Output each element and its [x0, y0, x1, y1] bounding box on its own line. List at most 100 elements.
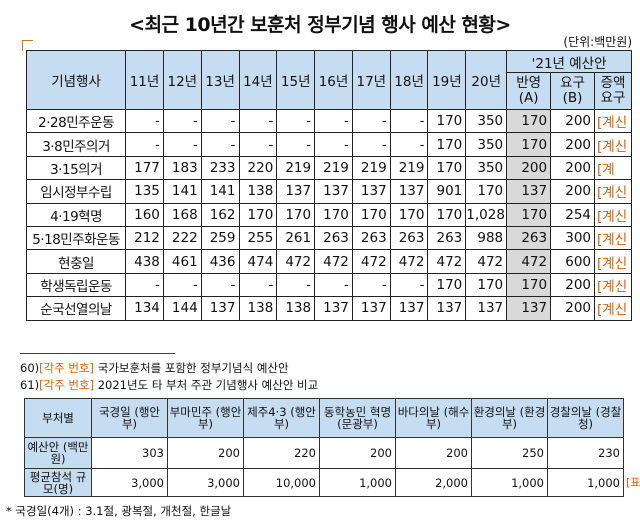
year-value: 263	[314, 225, 353, 251]
reflected-a-value: 170	[506, 108, 552, 134]
year-value: 1,028	[465, 202, 508, 227]
year-value: 170	[465, 179, 508, 204]
year-value: -	[314, 272, 353, 298]
year-value: 160	[125, 202, 164, 227]
requested-b-value: 200	[550, 272, 596, 298]
reflected-a-value: 137	[506, 179, 552, 204]
increase-note: [계신	[594, 249, 632, 274]
attendance-value: 10,000	[243, 468, 320, 497]
year-value: -	[162, 132, 202, 157]
attendance-value: 1,000	[319, 468, 396, 497]
requested-b-value: 200	[550, 296, 596, 321]
unit-label: (단위:백만원)	[563, 35, 632, 49]
year-value: 170	[427, 108, 467, 134]
table-row: 5·18민주화운동 212 222 259 255 261 263 263 263 263 988 2…	[25, 225, 632, 251]
event-name: 4·19혁명	[25, 202, 127, 227]
budget-value: 303	[91, 437, 168, 469]
year-value: 263	[351, 225, 391, 251]
year-value: 137	[389, 179, 429, 204]
year-value: 263	[389, 225, 429, 251]
year-value: -	[351, 132, 391, 157]
year-value: -	[162, 272, 202, 298]
year-value: 168	[162, 202, 202, 227]
year-value: 170	[314, 202, 353, 227]
increase-note: [계신	[594, 296, 632, 321]
footnote-tag: [각주 번호]	[39, 361, 95, 375]
reflected-a-value: 170	[506, 132, 552, 157]
footnote-text: 2021년도 타 부처 주관 기념행사 예산안 비교	[97, 378, 319, 392]
year-value: -	[389, 108, 429, 134]
year-value: 461	[162, 249, 202, 274]
year-value: 137	[351, 296, 391, 321]
table-row: 3·15의거 177 183 233 220 219 219 219 219 170 350 200 2…	[25, 155, 632, 181]
increase-note: [계신	[594, 108, 632, 134]
reflected-a-value: 263	[506, 225, 552, 251]
year-value: 138	[276, 296, 316, 321]
requested-b-value: 300	[550, 225, 596, 251]
attendance-value: 1,000	[547, 468, 624, 497]
year-value: 134	[125, 296, 164, 321]
reflected-a-value: 170	[506, 202, 552, 227]
table-anchor-mark	[22, 40, 33, 51]
year-header: 20년	[465, 50, 508, 110]
year-value: 220	[238, 155, 278, 181]
year-value: -	[125, 272, 164, 298]
row-label: 예산안 (백만원)	[24, 437, 92, 469]
footnote-60: 60)[각주 번호] 국가보훈처를 포함한 정부기념식 예산안	[20, 360, 289, 376]
proposal-header: '21년 예산안	[506, 50, 632, 73]
year-header: 14년	[238, 50, 278, 110]
year-header: 15년	[276, 50, 316, 110]
year-value: 137	[200, 296, 240, 321]
year-value: 137	[389, 296, 429, 321]
year-value: 212	[125, 225, 164, 251]
ministry-column-header: 부마민주 (행안부)	[167, 398, 244, 438]
year-value: -	[238, 108, 278, 134]
footnote-number: 60)	[20, 361, 40, 375]
year-value: 144	[162, 296, 202, 321]
year-value: 474	[238, 249, 278, 274]
year-value: 183	[162, 155, 202, 181]
ministry-corner-header: 부처별	[24, 398, 92, 438]
year-value: 350	[465, 155, 508, 181]
year-value: 137	[427, 296, 467, 321]
year-value: -	[125, 132, 164, 157]
year-value: 170	[427, 272, 467, 298]
budget-value: 200	[319, 437, 396, 469]
year-header: 16년	[314, 50, 353, 110]
table-row: 순국선열의날 134 144 137 138 138 137 137 137 137 137 137 2…	[25, 296, 632, 321]
year-value: 137	[314, 296, 353, 321]
year-header: 12년	[162, 50, 202, 110]
year-value: -	[351, 272, 391, 298]
year-value: 350	[465, 132, 508, 157]
year-value: 170	[389, 202, 429, 227]
year-value: 137	[465, 296, 508, 321]
year-value: 219	[314, 155, 353, 181]
year-value: 138	[238, 296, 278, 321]
increase-request-header: 증액요구	[594, 72, 632, 110]
year-value: -	[351, 108, 391, 134]
year-value: 137	[276, 179, 316, 204]
year-value: 141	[200, 179, 240, 204]
year-value: 472	[276, 249, 316, 274]
requested-b-value: 200	[550, 179, 596, 204]
reflected-a-value: 137	[506, 296, 552, 321]
ministry-column-header: 바다의날 (해수부)	[395, 398, 472, 438]
event-name: 3·15의거	[25, 155, 127, 181]
reflected-a-value: 472	[506, 249, 552, 274]
year-value: 472	[389, 249, 429, 274]
year-value: 170	[351, 202, 391, 227]
year-value: -	[238, 132, 278, 157]
ministry-column-header: 제주4·3 (행안부)	[243, 398, 320, 438]
year-value: 259	[200, 225, 240, 251]
year-value: -	[125, 108, 164, 134]
table-row: 현충일 438 461 436 474 472 472 472 472 472 472 472 600[…	[25, 249, 632, 274]
year-value: 170	[465, 272, 508, 298]
year-value: 137	[314, 179, 353, 204]
ministry-column-header: 환경의날 (환경부)	[471, 398, 548, 438]
year-value: -	[314, 132, 353, 157]
row-label: 평균참석 규모(명)	[24, 468, 92, 497]
footnote-61: 61)[각주 번호] 2021년도 타 부처 주관 기념행사 예산안 비교	[20, 377, 318, 393]
attendance-value: 3,000	[167, 468, 244, 497]
year-value: 219	[351, 155, 391, 181]
year-value: -	[276, 108, 316, 134]
